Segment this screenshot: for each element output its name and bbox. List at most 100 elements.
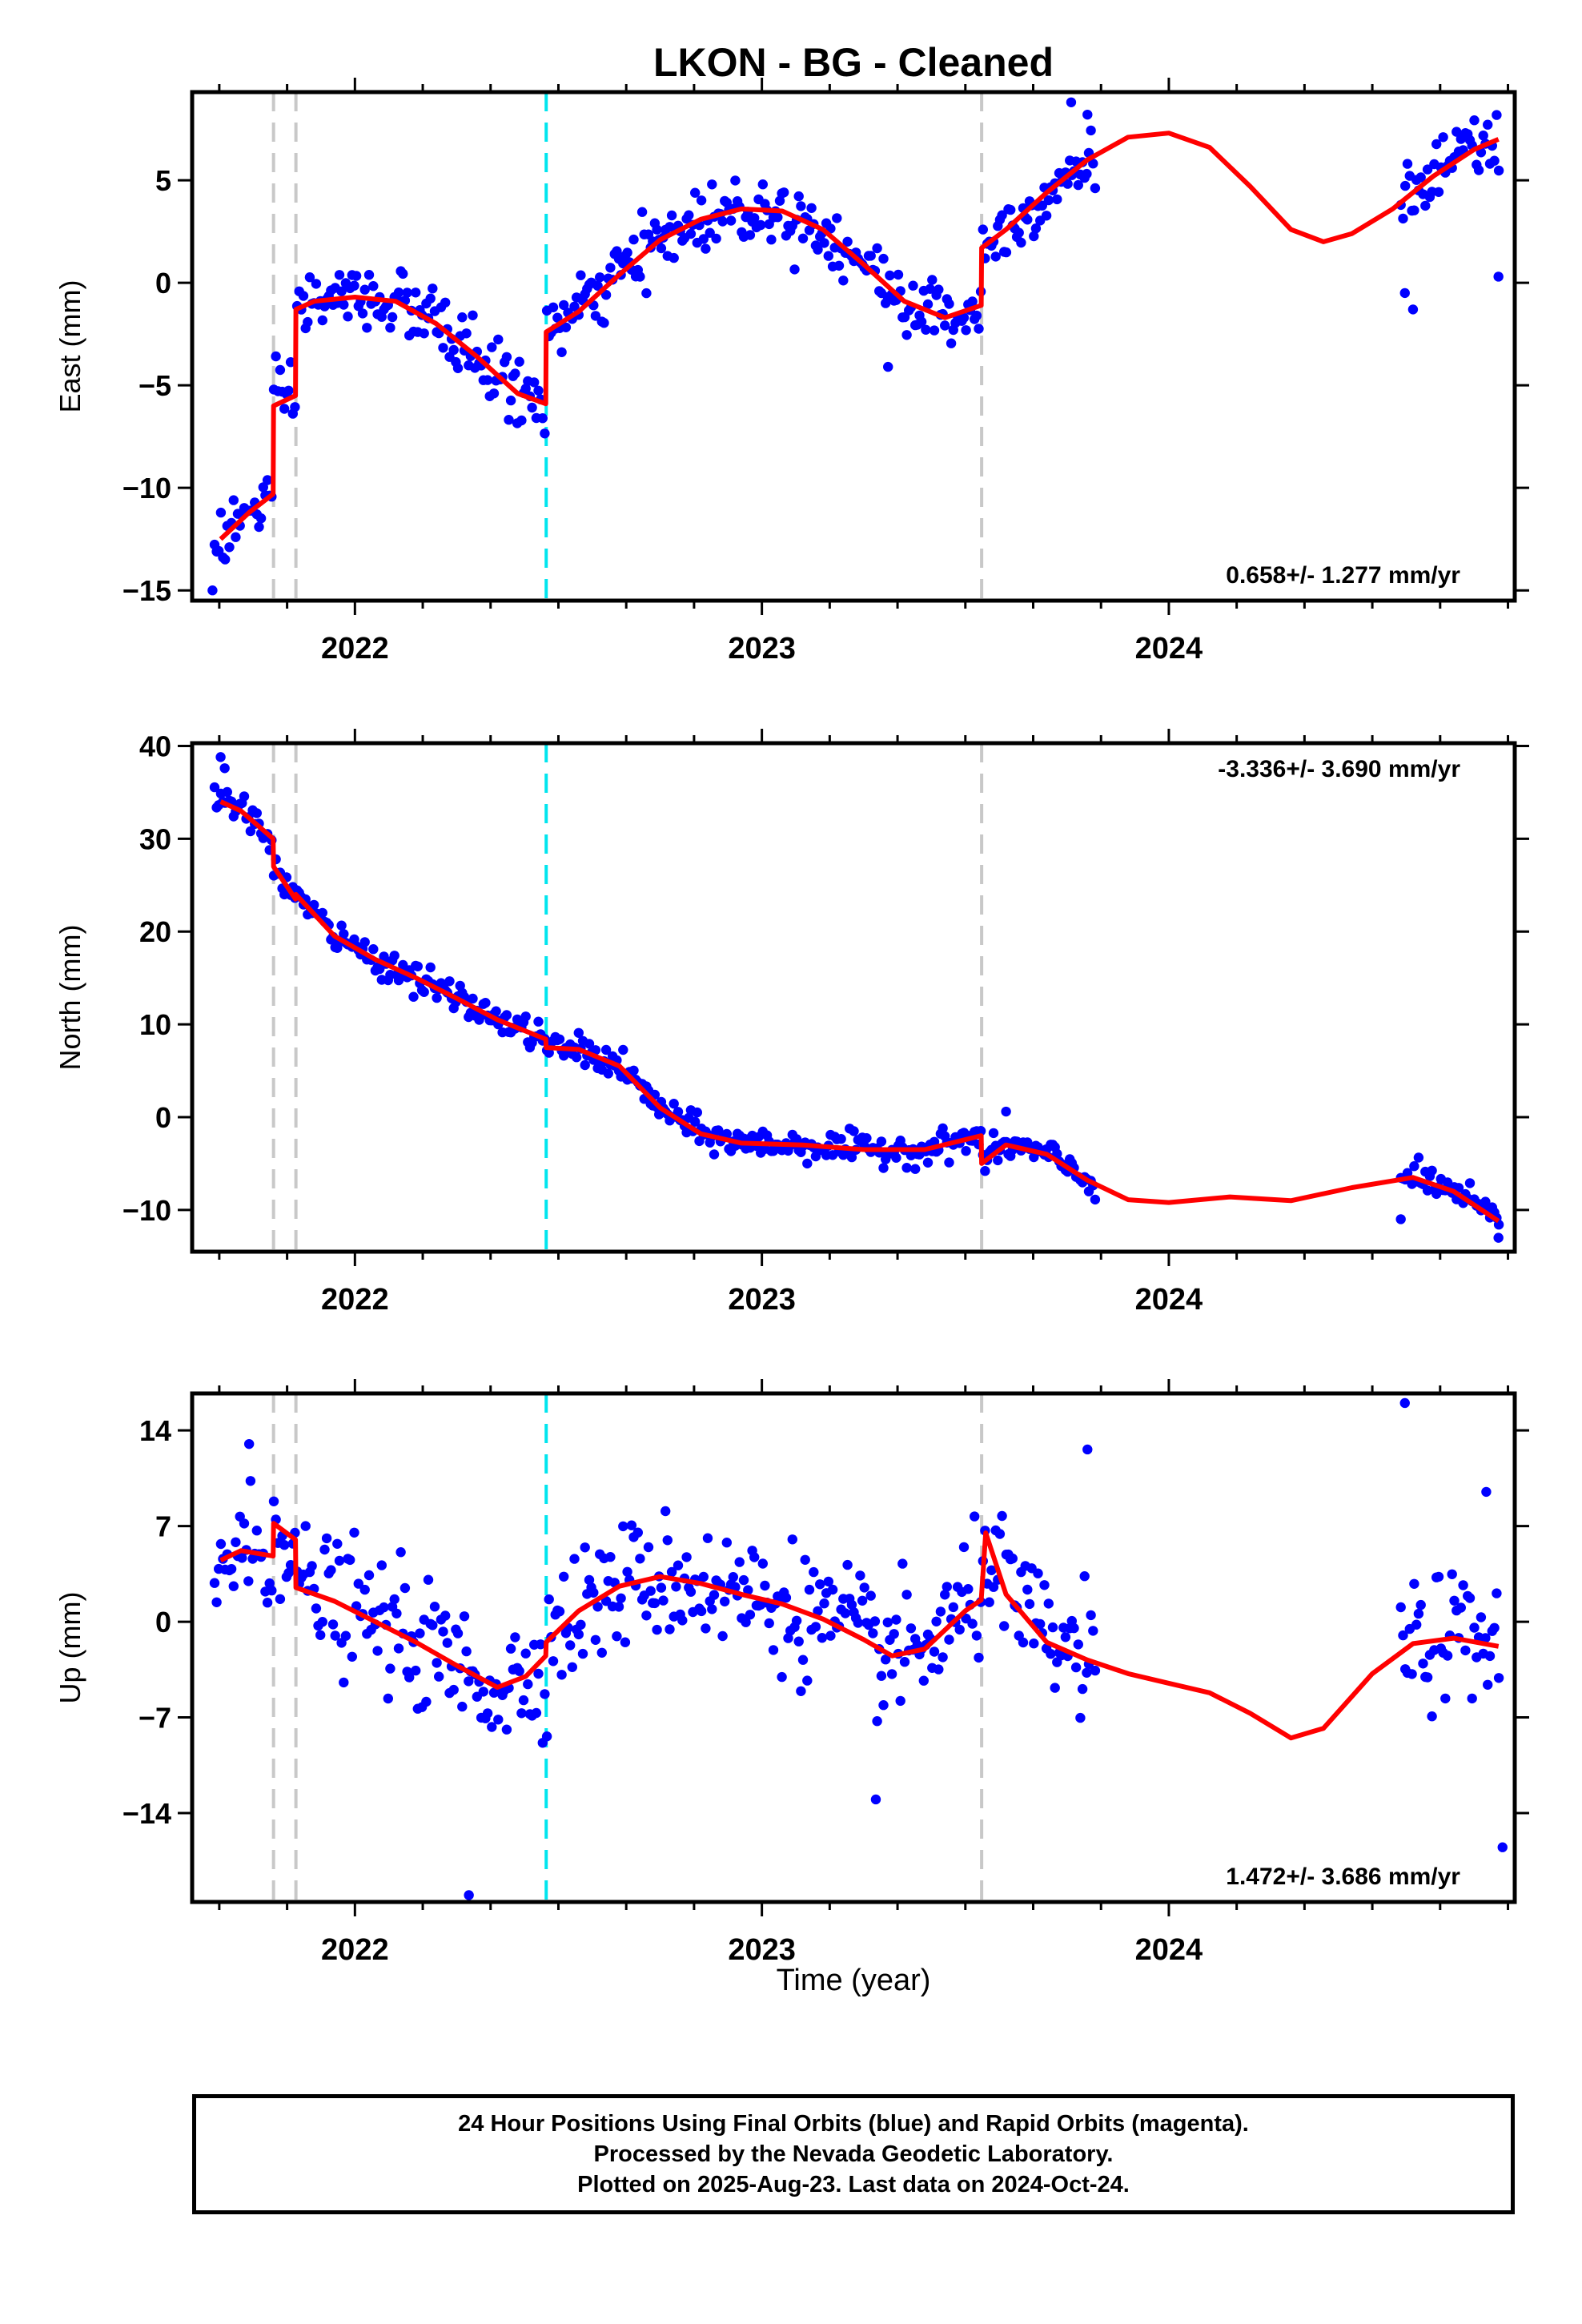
data-point [1022, 1584, 1033, 1595]
data-point [967, 296, 978, 307]
data-point [1400, 180, 1411, 191]
east-panel: 2022 2023 2024 −15 −10 −5 0 5 East (mm) 0.658+/- … [54, 78, 1529, 665]
x-tick-label: 2022 [321, 1283, 389, 1317]
data-point [728, 1572, 738, 1582]
data-point [332, 1538, 343, 1550]
data-point [1497, 1842, 1508, 1852]
data-point [1395, 1602, 1406, 1613]
data-point [717, 216, 728, 227]
data-point [1398, 213, 1408, 224]
data-point [224, 542, 235, 553]
velocity-annotation: -3.336+/- 3.690 mm/yr [1218, 756, 1460, 782]
data-point [685, 1586, 697, 1597]
data-point [215, 752, 226, 762]
data-point [721, 1128, 732, 1140]
data-point [717, 1630, 728, 1642]
data-point [1060, 1632, 1071, 1642]
data-point [963, 1584, 974, 1594]
data-point [421, 1696, 432, 1707]
data-point [1029, 1152, 1039, 1163]
data-point [1041, 211, 1052, 221]
data-point [1440, 1693, 1451, 1704]
data-point [359, 937, 370, 947]
data-point [636, 207, 648, 217]
data-point [641, 1610, 652, 1621]
data-point [1007, 1553, 1018, 1564]
data-point [967, 1618, 978, 1629]
data-point [1431, 139, 1442, 150]
data-point [1029, 1638, 1039, 1649]
data-point [383, 1693, 393, 1704]
data-point [838, 275, 849, 286]
chart-title: LKON - BG - Cleaned [653, 40, 1054, 85]
data-point [666, 1566, 677, 1578]
data-point [1480, 1633, 1491, 1643]
data-point [207, 585, 218, 596]
data-point [419, 328, 429, 339]
data-point [303, 316, 313, 328]
data-point [1082, 1444, 1093, 1455]
data-point [1411, 1619, 1422, 1630]
data-point [701, 243, 711, 254]
data-point [802, 1158, 813, 1169]
data-point [326, 1565, 336, 1575]
data-point [1493, 271, 1504, 282]
data-point [290, 402, 300, 412]
data-point [1413, 1152, 1424, 1163]
data-point [690, 1116, 701, 1127]
data-point [757, 179, 768, 190]
data-point [1030, 223, 1042, 234]
data-point [1493, 1232, 1504, 1243]
data-point [298, 291, 309, 301]
data-point [1043, 1598, 1054, 1609]
data-point [440, 297, 451, 308]
data-point [385, 323, 396, 333]
data-point [628, 234, 639, 245]
data-point [258, 482, 268, 493]
data-point [478, 1687, 488, 1697]
plot-frame [190, 1391, 1517, 1904]
footer-caption-box: 24 Hour Positions Using Final Orbits (bl… [192, 2094, 1515, 2214]
data-point [1069, 1622, 1079, 1634]
data-point [1395, 1214, 1406, 1224]
data-point [626, 1520, 637, 1530]
data-point [1469, 115, 1480, 126]
data-point [781, 1592, 792, 1603]
data-point [588, 1587, 599, 1598]
data-point [944, 1157, 954, 1168]
data-point [889, 1629, 899, 1639]
x-tick-label: 2022 [321, 632, 389, 665]
data-point [954, 1624, 965, 1635]
data-point [349, 1527, 359, 1538]
data-point [482, 1708, 493, 1719]
model-fit-line [219, 131, 1500, 541]
data-point [1493, 165, 1504, 176]
data-point [317, 315, 327, 326]
data-point [971, 310, 982, 321]
data-point [577, 1648, 588, 1659]
data-point [267, 1585, 277, 1596]
data-point [768, 1645, 779, 1655]
data-point [1018, 1637, 1029, 1648]
y-tick-label: −10 [122, 1194, 171, 1227]
data-point [1033, 1568, 1043, 1578]
data-point [228, 1581, 239, 1591]
data-point [428, 283, 438, 294]
data-point [442, 1638, 452, 1648]
data-point [220, 554, 231, 565]
data-point [749, 1552, 760, 1562]
data-point [429, 1602, 440, 1612]
data-point [671, 1582, 681, 1592]
data-point [685, 228, 697, 239]
data-point [541, 1731, 552, 1742]
data-point [859, 1582, 869, 1593]
data-point [832, 213, 842, 223]
model-fit-line [219, 799, 1500, 1224]
data-point [1413, 1608, 1424, 1619]
data-point [842, 236, 853, 247]
data-point [813, 1606, 823, 1617]
data-point [681, 1552, 692, 1562]
data-point [1046, 1649, 1056, 1659]
data-point [961, 325, 971, 336]
data-point [1035, 1618, 1046, 1630]
